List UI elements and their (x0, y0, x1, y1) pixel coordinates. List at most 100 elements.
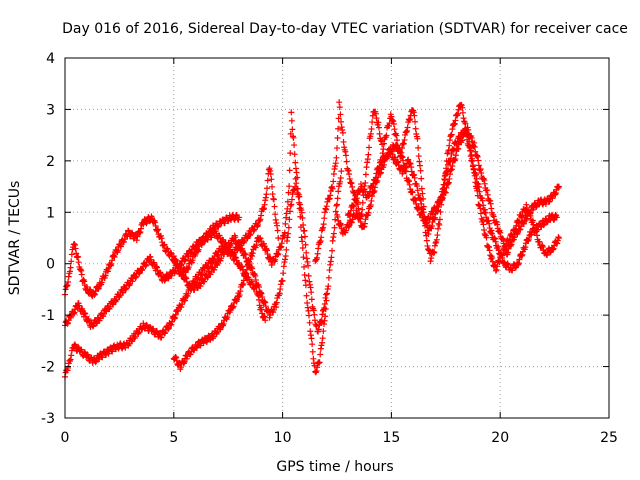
data-point (229, 250, 236, 257)
data-point (409, 189, 416, 196)
data-point (307, 332, 314, 339)
data-point (393, 132, 400, 139)
data-point (171, 315, 178, 322)
data-point (303, 249, 310, 256)
data-point (334, 195, 341, 202)
data-point (282, 220, 289, 227)
data-point (403, 127, 410, 134)
data-point (78, 267, 85, 274)
data-point (306, 312, 313, 319)
data-point (266, 165, 273, 172)
data-point (481, 226, 488, 233)
data-point (459, 104, 466, 111)
data-point (183, 275, 190, 282)
data-point (331, 165, 338, 172)
data-point (477, 205, 484, 212)
data-point (307, 284, 314, 291)
data-point (403, 128, 410, 135)
data-point (301, 233, 308, 240)
data-point (171, 268, 178, 275)
data-point (215, 223, 222, 230)
data-point (411, 112, 418, 119)
data-point (298, 234, 305, 241)
data-point (467, 147, 474, 154)
data-point (367, 130, 374, 137)
data-point (123, 285, 130, 292)
data-point (388, 113, 395, 120)
data-point (345, 167, 352, 174)
data-point (305, 272, 312, 279)
data-point (449, 126, 456, 133)
data-point (165, 325, 172, 332)
data-point (327, 258, 334, 265)
data-point (334, 145, 340, 152)
data-point (306, 278, 313, 285)
data-point (301, 227, 308, 234)
data-point (201, 278, 208, 285)
data-point (281, 229, 288, 236)
data-point (426, 247, 433, 254)
data-point (143, 262, 150, 269)
data-point (206, 336, 213, 343)
data-point (362, 171, 369, 178)
data-point (319, 311, 326, 318)
data-point (414, 135, 421, 142)
data-point (330, 171, 337, 178)
data-point (315, 360, 322, 367)
data-point (234, 239, 241, 246)
data-point (376, 130, 383, 137)
data-point (104, 268, 111, 275)
data-point (401, 136, 408, 143)
y-axis-label: SDTVAR / TECUs (7, 181, 23, 296)
x-tick-label: 25 (600, 430, 618, 446)
data-point (249, 265, 256, 272)
data-point (337, 178, 344, 185)
data-point (185, 290, 192, 297)
data-point (197, 271, 204, 278)
data-point (226, 241, 233, 248)
data-point (332, 208, 339, 215)
data-point (230, 303, 237, 310)
data-point (324, 290, 331, 297)
data-point (368, 125, 375, 132)
data-point (296, 193, 303, 200)
data-point (67, 264, 74, 271)
data-point (303, 292, 310, 299)
data-point (239, 263, 246, 270)
data-point (310, 307, 317, 314)
data-point (62, 286, 69, 293)
data-point (125, 281, 132, 288)
data-point (224, 245, 231, 252)
data-point (175, 263, 182, 270)
series-track-b (62, 165, 282, 331)
data-point (275, 235, 282, 241)
data-point (167, 249, 174, 256)
data-point (185, 281, 192, 288)
data-point (255, 221, 262, 228)
data-point (385, 122, 392, 129)
data-point (173, 258, 180, 265)
data-point (214, 328, 221, 335)
data-point (389, 116, 396, 123)
data-point (446, 137, 453, 144)
data-point (257, 289, 264, 296)
data-point (81, 278, 88, 285)
data-point (270, 196, 277, 203)
data-point (339, 129, 346, 136)
data-point (312, 369, 319, 376)
data-point (372, 110, 379, 117)
data-point (139, 266, 146, 273)
data-point (377, 137, 384, 144)
data-point (115, 293, 122, 300)
data-point (292, 175, 299, 182)
data-point (68, 258, 75, 265)
data-point (262, 317, 269, 324)
data-point (380, 140, 387, 147)
data-point (419, 190, 426, 197)
data-point (103, 308, 110, 315)
data-point (272, 216, 279, 223)
data-point (286, 167, 293, 174)
data-point (293, 185, 300, 192)
data-point (454, 110, 461, 117)
data-point (288, 117, 295, 124)
